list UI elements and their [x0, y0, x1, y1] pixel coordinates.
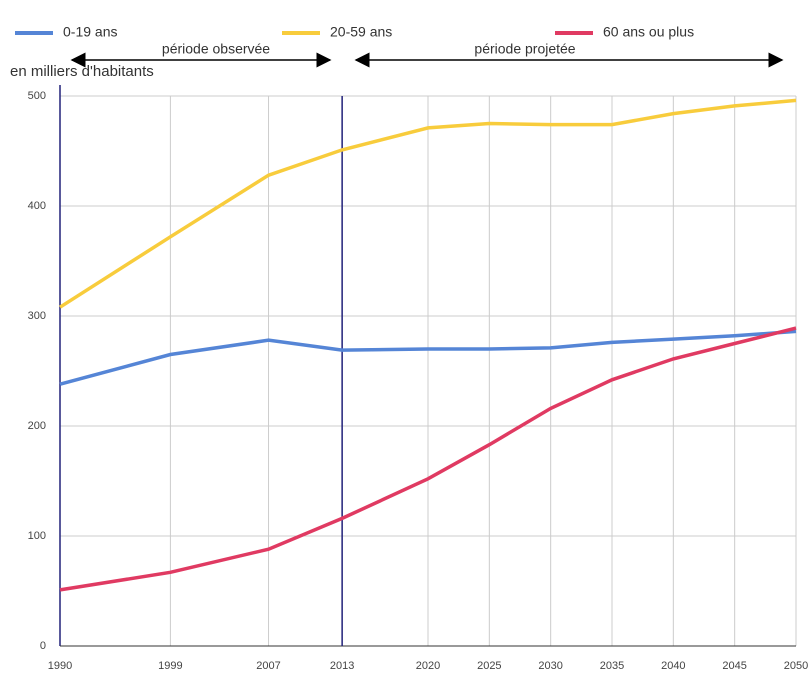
data-line — [59, 326, 797, 592]
legend-label: 20-59 ans — [330, 24, 392, 40]
x-tick-label: 1999 — [158, 660, 182, 672]
data-line — [59, 98, 797, 309]
annotation: période projetée — [474, 41, 575, 57]
legend-label: 60 ans ou plus — [603, 24, 694, 40]
x-tick-label: 2045 — [722, 660, 746, 672]
x-tick-label: 1990 — [48, 660, 72, 672]
y-tick-label: 0 — [40, 640, 46, 652]
x-tick-label: 2035 — [600, 660, 624, 672]
x-tick-label: 2025 — [477, 660, 501, 672]
x-tick-label: 2020 — [416, 660, 440, 672]
legend-label: 0-19 ans — [63, 24, 117, 40]
y-tick-label: 100 — [28, 530, 46, 542]
x-tick-label: 2050 — [784, 660, 808, 672]
y-tick-label: 400 — [28, 200, 46, 212]
y-tick-label: 300 — [28, 310, 46, 322]
x-tick-label: 2030 — [538, 660, 562, 672]
annotation: période observée — [162, 41, 270, 57]
data-line — [59, 329, 797, 386]
y-tick-label: 500 — [28, 90, 46, 102]
x-tick-label: 2040 — [661, 660, 685, 672]
y-tick-label: 200 — [28, 420, 46, 432]
x-tick-label: 2013 — [330, 660, 354, 672]
y-axis-label: en milliers d'habitants — [10, 63, 154, 80]
x-tick-label: 2007 — [256, 660, 280, 672]
